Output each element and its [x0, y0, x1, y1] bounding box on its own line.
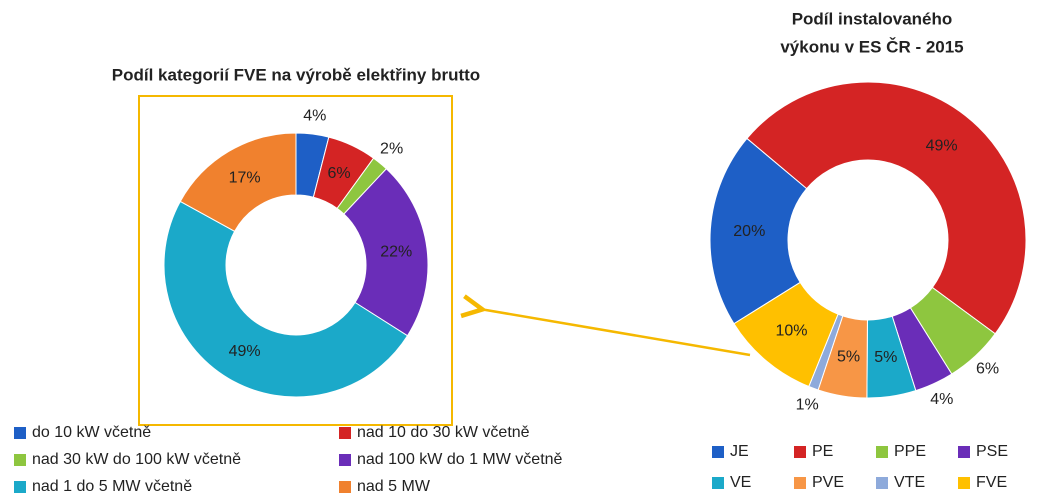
legend-label: VE: [730, 474, 751, 491]
legend-label: nad 100 kW do 1 MW včetně: [357, 451, 563, 468]
data-label: 49%: [229, 343, 261, 360]
legend-swatch: [712, 477, 724, 489]
data-label: 4%: [303, 107, 326, 124]
legend-swatch: [339, 481, 351, 493]
data-label: 4%: [930, 391, 953, 408]
legend-swatch: [958, 446, 970, 458]
slice: [746, 81, 1027, 335]
legend-label: PVE: [812, 474, 844, 491]
legend-swatch: [712, 446, 724, 458]
legend-label: nad 10 do 30 kW včetně: [357, 424, 530, 441]
legend-label: PPE: [894, 443, 926, 460]
data-label: 1%: [796, 396, 819, 413]
legend-label: PSE: [976, 443, 1008, 460]
legend-swatch: [794, 446, 806, 458]
data-label: 6%: [327, 165, 350, 182]
legend-swatch: [794, 477, 806, 489]
legend-swatch: [14, 427, 26, 439]
legend-label: VTE: [894, 474, 925, 491]
slice: [343, 168, 429, 337]
legend-swatch: [876, 477, 888, 489]
data-label: 49%: [926, 138, 958, 155]
legend-label: FVE: [976, 474, 1007, 491]
legend-label: nad 5 MW: [357, 478, 431, 495]
data-label: 5%: [874, 349, 897, 366]
data-label: 2%: [380, 141, 403, 158]
data-label: 5%: [837, 349, 860, 366]
slice: [733, 281, 839, 388]
data-label: 20%: [733, 223, 765, 240]
slice: [709, 137, 808, 325]
legend-swatch: [14, 454, 26, 466]
legend-swatch: [876, 446, 888, 458]
legend-swatch: [339, 427, 351, 439]
legend-label: do 10 kW včetně: [32, 424, 151, 441]
legend-label: JE: [730, 443, 749, 460]
data-label: 6%: [976, 360, 999, 377]
data-label: 22%: [380, 244, 412, 261]
chart-title: výkonu v ES ČR - 2015: [780, 37, 963, 56]
frame: [138, 95, 453, 426]
legend-swatch: [958, 477, 970, 489]
chart-title: Podíl kategorií FVE na výrobě elektřiny …: [112, 65, 480, 84]
data-label: 17%: [229, 169, 261, 186]
chart-title: Podíl instalovaného: [792, 9, 953, 28]
legend-label: nad 1 do 5 MW včetně: [32, 478, 192, 495]
legend-label: PE: [812, 443, 833, 460]
slice: [179, 132, 297, 232]
legend-swatch: [339, 454, 351, 466]
legend-label: nad 30 kW do 100 kW včetně: [32, 451, 241, 468]
slice: [163, 200, 409, 398]
legend-swatch: [14, 481, 26, 493]
data-label: 10%: [775, 322, 807, 339]
arrow: [480, 309, 751, 357]
